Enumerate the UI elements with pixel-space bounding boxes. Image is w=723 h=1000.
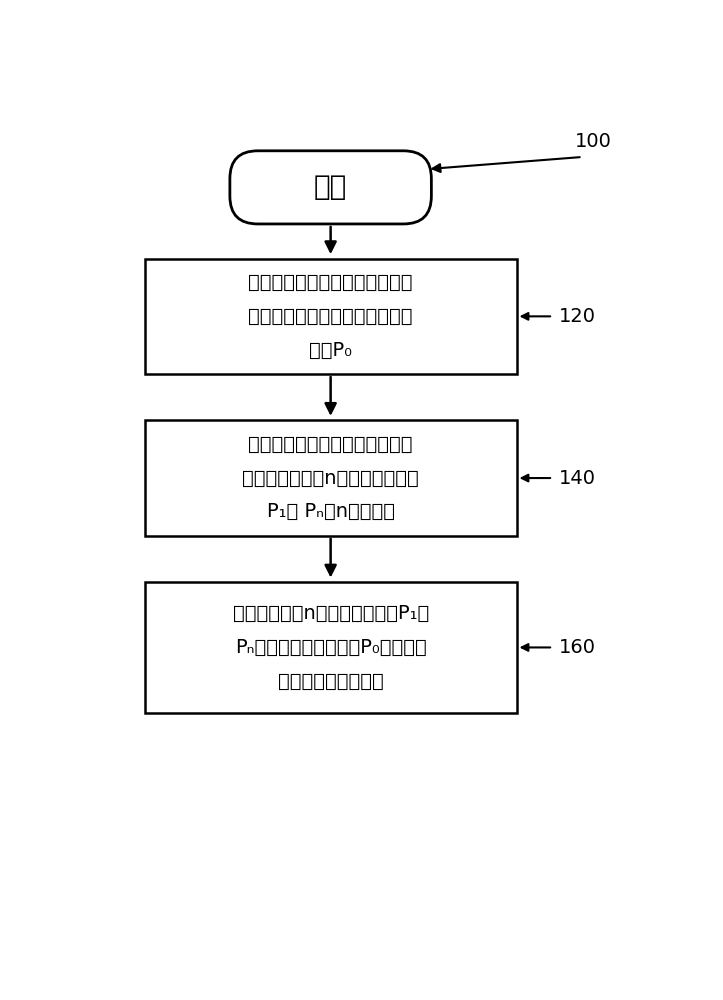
FancyBboxPatch shape: [230, 151, 432, 224]
Text: 100: 100: [575, 132, 612, 151]
Text: 以得到一组光斌偏差: 以得到一组光斌偏差: [278, 672, 383, 691]
Text: 分别计算所述n个光斌偏移位置P₁～: 分别计算所述n个光斌偏移位置P₁～: [233, 604, 429, 623]
Text: 在使所述机床定点摇动的指令下: 在使所述机床定点摇动的指令下: [249, 435, 413, 454]
Text: 记录从机床的光束发射装置出射: 记录从机床的光束发射装置出射: [249, 273, 413, 292]
Bar: [145, 259, 517, 374]
Text: 的光束的光斌位置作为光斌初始: 的光束的光斌位置作为光斌初始: [249, 307, 413, 326]
Text: 120: 120: [560, 307, 596, 326]
Text: 160: 160: [560, 638, 596, 657]
Text: 位置P₀: 位置P₀: [309, 341, 352, 360]
Text: 记录所述光束的n个光斌偏移位置: 记录所述光束的n个光斌偏移位置: [242, 469, 419, 488]
Text: 开始: 开始: [314, 173, 347, 201]
Bar: [145, 582, 517, 713]
Text: P₁～ Pₙ，n为自然数: P₁～ Pₙ，n为自然数: [267, 502, 395, 521]
Text: 140: 140: [560, 469, 596, 488]
Bar: [145, 420, 517, 536]
Text: Pₙ与所述光斌初始位置P₀之间的差: Pₙ与所述光斌初始位置P₀之间的差: [235, 638, 427, 657]
